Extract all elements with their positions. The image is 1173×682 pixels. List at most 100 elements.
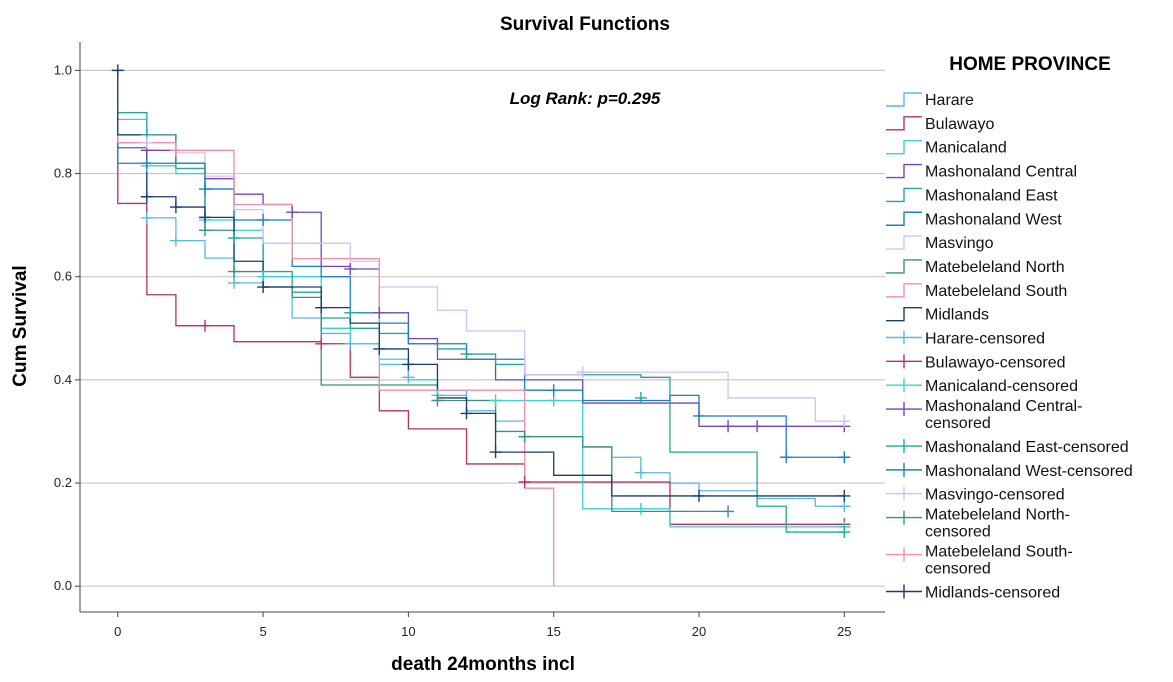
censor-mark-manicaland [547, 394, 560, 407]
censor-mark-midlands [315, 301, 328, 314]
censor-mark-midlands [460, 407, 473, 420]
log-rank-annotation: Log Rank: p=0.295 [510, 89, 661, 108]
censor-mark-matebeleland-north [228, 265, 241, 278]
legend-label: Bulawayo [925, 116, 994, 133]
x-tick-label: 0 [114, 624, 121, 639]
legend-label: Mashonaland East-censored [925, 439, 1129, 456]
y-ticks: 0.0 0.2 0.4 0.6 0.8 1.0 [54, 62, 80, 593]
x-ticks: 0 5 10 15 20 25 [114, 612, 852, 639]
censor-mark-bulawayo [198, 319, 211, 332]
censor-mark-mashonaland-central [751, 420, 764, 433]
curve-manicaland [117, 70, 845, 528]
legend-label: Manicaland [925, 140, 1007, 157]
censor-mark-matebeleland-north [722, 505, 735, 518]
legend-symbol [886, 486, 922, 501]
censor-mark-mashonaland-west [257, 213, 270, 226]
censor-mark-mashonaland-east [460, 348, 473, 361]
curve-mashonaland-east [117, 70, 845, 533]
censor-mark-mashonaland-west [198, 183, 211, 196]
x-tick-label: 15 [546, 624, 560, 639]
legend-symbol [886, 402, 922, 417]
legend-label: Bulawayo-censored [925, 354, 1066, 371]
censor-mark-harare [402, 371, 415, 384]
censor-mark-mashonaland-central [722, 420, 735, 433]
censor-mark-midlands [140, 190, 153, 203]
chart-title: Survival Functions [500, 14, 670, 35]
y-tick-label: 0.2 [54, 475, 72, 490]
censor-marks [111, 64, 851, 539]
censor-mark-midlands [838, 489, 851, 502]
legend-symbol [886, 306, 922, 322]
legend-symbol [886, 235, 922, 250]
legend-label: Mashonaland Central [925, 164, 1077, 181]
legend-symbol [886, 283, 922, 298]
legend-symbol [886, 439, 922, 454]
censor-mark-harare [344, 337, 357, 350]
x-tick-label: 10 [401, 624, 415, 639]
legend-symbol [886, 330, 922, 345]
censor-mark-mashonaland-east [228, 232, 241, 245]
censor-mark-mashonaland-west [140, 157, 153, 170]
legend-symbol [886, 510, 922, 525]
censor-mark-masvingo [140, 136, 153, 149]
curve-bulawayo [117, 70, 845, 525]
curve-masvingo [117, 70, 845, 422]
legend-symbol [886, 378, 922, 393]
legend: Harare Bulawayo Manicaland Mashonaland Cent… [886, 92, 1133, 602]
legend-label: Mashonaland Central-censored [925, 398, 1082, 432]
legend-label: Harare-censored [925, 331, 1045, 348]
legend-label: Masvingo [925, 235, 994, 252]
legend-label: Matebeleland South-censored [925, 544, 1073, 578]
censor-mark-mashonaland-west [547, 384, 560, 397]
legend-symbol [886, 462, 922, 477]
censor-mark-matebeleland-north [431, 394, 444, 407]
censor-mark-midlands [169, 201, 182, 214]
censor-mark-mashonaland-west [780, 451, 793, 464]
censor-mark-bulawayo [518, 476, 531, 489]
censor-mark-midlands [402, 358, 415, 371]
censor-mark-harare [634, 466, 647, 479]
censor-mark-masvingo [838, 415, 851, 428]
censor-mark-midlands [111, 64, 124, 77]
censor-mark-midlands [693, 489, 706, 502]
legend-symbol [886, 584, 922, 599]
censor-mark-midlands [489, 446, 502, 459]
legend-symbol [886, 259, 922, 274]
censor-mark-mashonaland-west [838, 451, 851, 464]
legend-symbol [886, 211, 922, 226]
censor-mark-matebeleland-north [198, 224, 211, 237]
censor-mark-mashonaland-central [286, 206, 299, 219]
legend-label: Mashonaland West [925, 211, 1062, 228]
legend-label: Matebeleland North [925, 259, 1065, 276]
censor-mark-midlands [257, 281, 270, 294]
censor-mark-mashonaland-central [373, 306, 386, 319]
censor-mark-masvingo [576, 366, 589, 379]
legend-label: Masvingo-censored [925, 487, 1065, 504]
legend-symbol [886, 92, 922, 107]
legend-title: HOME PROVINCE [949, 54, 1111, 75]
censor-mark-harare [838, 500, 851, 513]
legend-label: Matebeleland North-censored [925, 507, 1070, 541]
censor-mark-mashonaland-east [634, 391, 647, 404]
legend-label: Manicaland-censored [925, 378, 1078, 395]
survival-curves [117, 70, 845, 587]
censor-mark-harare [140, 211, 153, 224]
censor-mark-manicaland [257, 270, 270, 283]
legend-symbol [886, 354, 922, 369]
legend-symbol [886, 187, 922, 203]
censor-mark-mashonaland-east [344, 306, 357, 319]
legend-symbol [886, 163, 922, 179]
y-tick-label: 0.0 [54, 578, 72, 593]
curve-midlands [117, 70, 845, 497]
legend-label: Midlands-censored [925, 585, 1060, 602]
legend-label: Midlands [925, 307, 989, 324]
y-tick-label: 1.0 [54, 62, 72, 77]
curve-mashonaland-central [117, 70, 845, 427]
censor-mark-midlands [373, 342, 386, 355]
legend-label: Mashonaland East [925, 187, 1058, 204]
curve-mashonaland-west [117, 70, 845, 458]
legend-label: Harare [925, 92, 974, 109]
x-axis-title: death 24months incl [391, 654, 575, 675]
legend-label: Matebeleland South [925, 283, 1067, 300]
